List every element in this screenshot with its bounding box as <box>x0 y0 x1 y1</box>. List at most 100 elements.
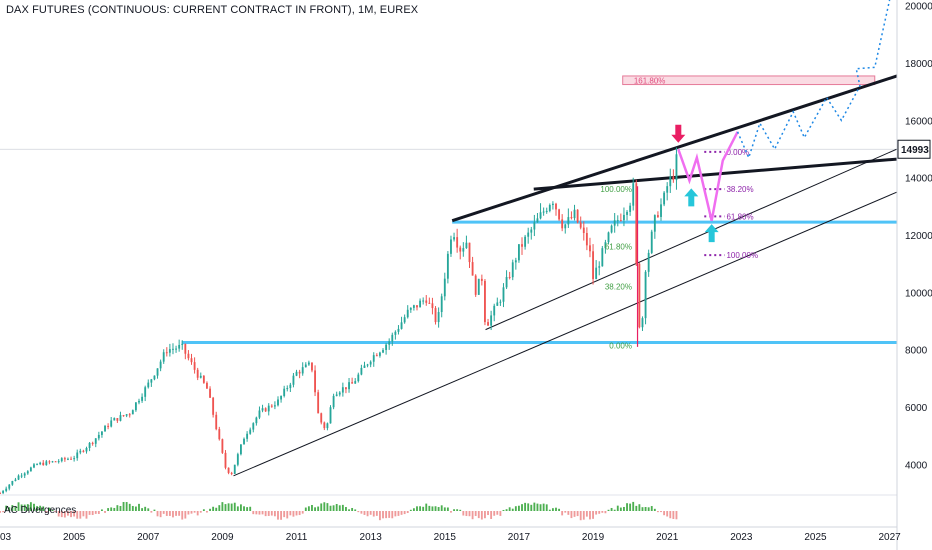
candle-body <box>277 399 279 406</box>
ac-bar <box>422 506 425 511</box>
candle-body <box>477 278 480 295</box>
candle-body <box>267 405 270 412</box>
candle-body <box>428 302 431 304</box>
ac-bar <box>363 511 366 515</box>
ac-bar <box>17 502 20 511</box>
candle-body <box>656 215 659 217</box>
ac-bar <box>301 511 304 514</box>
ac-bar <box>412 508 415 511</box>
ac-bar <box>632 501 635 511</box>
trendline-bold <box>533 157 898 191</box>
ac-bar <box>270 511 273 516</box>
candle-body <box>202 375 205 383</box>
candle-body <box>48 461 51 463</box>
candle-body <box>304 364 307 368</box>
fib-projection-label: 61.80% <box>726 212 753 221</box>
ac-bar <box>141 508 144 511</box>
candle-body <box>397 328 400 332</box>
ac-bar <box>567 511 570 515</box>
candle-body <box>450 239 452 254</box>
candle-body <box>138 400 140 403</box>
fibonacci-levels: 100.00% 61.80% 38.20% 0.00% 0.00% 38.20% 61.80… <box>600 148 758 350</box>
candle-body <box>524 236 527 247</box>
candle-body <box>604 242 607 249</box>
candle-body <box>286 388 289 390</box>
ac-bar <box>63 511 66 518</box>
ac-bar <box>165 511 168 516</box>
ac-bar <box>650 506 653 511</box>
candle-body <box>403 317 406 323</box>
y-tick-label: 4000 <box>905 460 928 471</box>
candle-body <box>468 242 471 263</box>
ac-bar <box>107 508 110 511</box>
forecast-dotted <box>736 0 891 160</box>
ac-bar <box>134 506 137 511</box>
ac-bar <box>471 511 474 520</box>
ac-bar <box>675 511 678 520</box>
price-axis[interactable]: 4000 6000 8000 10000 12000 14000 16000 18000 200… <box>896 0 932 550</box>
candle-body <box>91 442 94 444</box>
candle-body <box>153 375 156 380</box>
candle-body <box>57 461 60 463</box>
ac-bar <box>360 511 363 514</box>
ac-bar <box>338 505 341 511</box>
candle-body <box>2 490 5 494</box>
candle-body <box>579 222 582 228</box>
ac-bar <box>51 509 54 511</box>
ac-bar <box>125 502 128 511</box>
candle-body <box>493 305 496 316</box>
candle-body <box>196 369 199 378</box>
ac-bar <box>524 502 527 511</box>
ac-bar <box>551 508 554 511</box>
candle-body <box>227 467 230 473</box>
ac-bar <box>33 503 35 511</box>
candle-body <box>564 224 567 229</box>
candle-body <box>165 352 168 354</box>
candle-body <box>233 464 236 474</box>
candle-body <box>206 382 208 389</box>
ac-bar <box>385 511 388 519</box>
fib-retracement-label: 100.00% <box>600 185 632 194</box>
ac-bar <box>465 511 468 517</box>
ac-bar <box>527 503 530 511</box>
indicator-title: AC Divergences <box>4 505 77 516</box>
y-tick-label: 14000 <box>905 174 932 185</box>
forecast-path <box>677 0 891 221</box>
candle-body <box>573 209 576 219</box>
fib-projection-label: 38.20% <box>726 185 753 194</box>
candle-body <box>345 387 347 390</box>
time-axis[interactable]: 2003 2005 2007 2009 2011 2013 2015 2017 2019 2021… <box>0 526 901 543</box>
candle-body <box>97 434 100 439</box>
ac-bar <box>14 506 17 511</box>
fib-projection-label: 0.00% <box>726 148 749 157</box>
ac-bar <box>456 509 459 511</box>
candle-body <box>243 438 245 445</box>
ac-bar <box>181 511 184 520</box>
x-tick-label: 2021 <box>656 532 679 543</box>
candle-body <box>280 395 283 400</box>
fib-projection-label: 100.00% <box>726 251 758 260</box>
candle-body <box>357 374 360 382</box>
candle-body <box>8 484 11 489</box>
ac-bar <box>477 511 480 519</box>
candle-body <box>490 315 493 326</box>
ac-bar <box>314 507 316 511</box>
candle-body <box>589 245 591 252</box>
ac-bar <box>79 511 82 519</box>
candle-body <box>416 305 418 308</box>
ac-bar <box>113 507 116 511</box>
last-price-label: 14993 <box>901 145 929 156</box>
candle-body <box>144 387 147 397</box>
ac-bar <box>298 511 301 516</box>
candle-body <box>42 462 45 466</box>
candle-body <box>14 479 17 481</box>
ac-bar <box>199 511 202 513</box>
candle-body <box>63 458 66 460</box>
ac-bar <box>277 511 279 520</box>
ac-bar <box>224 504 227 511</box>
candle-body <box>653 215 656 232</box>
ac-bar <box>391 511 394 519</box>
candle-body <box>409 307 412 310</box>
candle-body <box>484 280 486 323</box>
